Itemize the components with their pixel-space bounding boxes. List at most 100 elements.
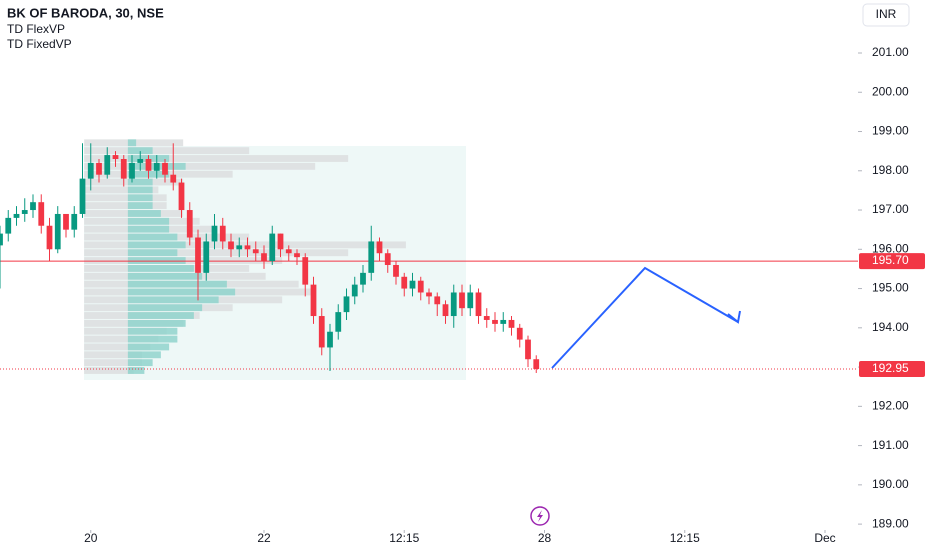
chart-title: BK OF BARODA, 30, NSE (7, 5, 164, 20)
drawing-path[interactable] (551, 266, 739, 369)
candle-body (442, 304, 449, 317)
price-label-box (859, 253, 925, 270)
profile-bar (84, 147, 250, 155)
currency: INR (876, 7, 897, 21)
candle-body (104, 155, 111, 175)
candle-body (426, 292, 432, 297)
profile-bar (127, 296, 219, 304)
price-label: 192.95 (872, 361, 909, 375)
y-tick-label: 192.00 (872, 399, 909, 413)
candle-body (310, 284, 317, 317)
candle-body (38, 202, 45, 226)
x-tick-label: 12:15 (389, 531, 419, 545)
candle-body (186, 210, 193, 238)
candle-body (401, 276, 408, 289)
candle-body (368, 241, 375, 273)
profile-bar (84, 327, 167, 335)
profile-bar (84, 162, 316, 170)
profile-bar (84, 155, 349, 162)
profile-bar (84, 241, 406, 249)
profile-bar (127, 319, 186, 327)
candle-body (145, 159, 152, 171)
profile-bar (84, 194, 167, 202)
drawing-arrowhead[interactable] (727, 310, 741, 324)
candle-body (483, 316, 490, 320)
candle-body (343, 296, 350, 313)
candle-body (318, 316, 325, 348)
profile-bar (127, 210, 161, 217)
profile-bar (127, 288, 236, 296)
y-tick-label: 194.00 (872, 320, 909, 334)
candle-body (5, 217, 12, 234)
profile-bar (127, 217, 170, 225)
profile-bar (84, 367, 134, 374)
indicator: TD FixedVP (7, 37, 72, 51)
candle-body (516, 327, 523, 340)
y-tick-label: 201.00 (872, 45, 909, 59)
currency-box[interactable] (862, 3, 910, 27)
candle-body (63, 213, 69, 230)
candle-body (459, 292, 465, 309)
x-tick-label: Dec (814, 531, 835, 545)
profile-bar (84, 343, 151, 351)
candle-body (327, 331, 333, 348)
candle-body (450, 292, 457, 317)
candle-body (195, 237, 201, 273)
profile-bar (127, 312, 194, 319)
candle-body (46, 225, 53, 250)
profile-bar (127, 272, 203, 280)
profile-bar (84, 359, 142, 367)
candle-body (434, 296, 441, 305)
candle-body (302, 257, 309, 285)
candle-body (178, 182, 185, 211)
candle-body (351, 284, 358, 297)
profile-bar (127, 265, 194, 272)
y-tick-label: 197.00 (872, 202, 909, 216)
candle-body (71, 213, 78, 230)
y-tick-label: 190.00 (872, 477, 909, 491)
profile-bar (127, 327, 178, 335)
candle-body (87, 162, 94, 179)
candle-body (96, 162, 102, 175)
profile-bar (84, 335, 159, 343)
candle-body (120, 159, 127, 179)
profile-bar (84, 186, 159, 194)
y-tick-label: 200.00 (872, 84, 909, 98)
y-tick-label: 196.00 (872, 241, 909, 255)
profile-bar (127, 304, 203, 312)
profile-bar (127, 178, 153, 186)
candle-body (203, 241, 210, 273)
candle-body (13, 213, 20, 218)
candle-body (112, 155, 119, 159)
profile-bar (127, 335, 178, 343)
candle-body (417, 280, 424, 293)
profile-bar (127, 147, 153, 155)
candle-body (525, 339, 531, 360)
candle-body (54, 213, 61, 250)
candle-body (393, 265, 399, 277)
candle-body (252, 249, 259, 254)
profile-bar (127, 367, 145, 374)
y-tick-label: 189.00 (872, 516, 909, 530)
candle-body (211, 225, 218, 242)
candle-body (533, 359, 540, 370)
candle-body (360, 272, 366, 285)
candle-body (409, 280, 416, 289)
candle-body (236, 245, 243, 250)
candle-body (219, 225, 226, 242)
y-tick-label: 191.00 (872, 438, 909, 452)
x-tick-label: 22 (257, 531, 271, 545)
candle-body (294, 253, 300, 258)
candle-body (508, 319, 515, 328)
y-tick-label: 198.00 (872, 163, 909, 177)
x-tick-label: 28 (538, 531, 552, 545)
x-tick-label: 20 (84, 531, 98, 545)
candle-body (21, 210, 28, 214)
profile-bar (127, 194, 153, 202)
candle-body (170, 174, 177, 183)
price-label: 195.70 (872, 253, 909, 267)
profile-bar (127, 202, 153, 210)
candle-body (277, 233, 284, 250)
candle-body (467, 292, 474, 309)
